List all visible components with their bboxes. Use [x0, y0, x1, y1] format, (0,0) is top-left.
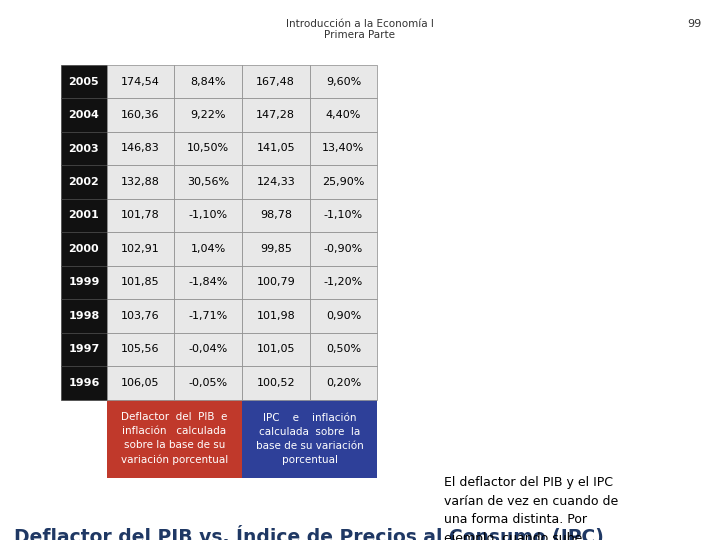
Text: 8,84%: 8,84%	[190, 77, 226, 86]
Text: 4,40%: 4,40%	[325, 110, 361, 120]
Text: 9,22%: 9,22%	[190, 110, 226, 120]
Text: -1,10%: -1,10%	[189, 211, 228, 220]
Text: 105,56: 105,56	[121, 345, 160, 354]
Text: 98,78: 98,78	[260, 211, 292, 220]
Text: 10,50%: 10,50%	[187, 144, 229, 153]
Text: 2001: 2001	[68, 211, 99, 220]
Text: 1,04%: 1,04%	[191, 244, 225, 254]
Text: 101,78: 101,78	[121, 211, 160, 220]
Text: 2005: 2005	[68, 77, 99, 86]
Text: -1,84%: -1,84%	[189, 278, 228, 287]
Text: 30,56%: 30,56%	[187, 177, 229, 187]
Text: 2004: 2004	[68, 110, 99, 120]
Text: 0,90%: 0,90%	[326, 311, 361, 321]
Text: 2000: 2000	[68, 244, 99, 254]
Text: 101,98: 101,98	[256, 311, 295, 321]
Text: -1,10%: -1,10%	[324, 211, 363, 220]
Text: 2003: 2003	[68, 144, 99, 153]
Text: 0,50%: 0,50%	[326, 345, 361, 354]
Text: Deflactor del PIB vs. Índice de Precios al Consumo (IPC): Deflactor del PIB vs. Índice de Precios …	[14, 526, 604, 540]
Text: 106,05: 106,05	[121, 378, 160, 388]
Text: 102,91: 102,91	[121, 244, 160, 254]
Text: 100,52: 100,52	[256, 378, 295, 388]
Text: 13,40%: 13,40%	[323, 144, 364, 153]
Text: 147,28: 147,28	[256, 110, 295, 120]
Text: 160,36: 160,36	[121, 110, 160, 120]
Text: IPC    e    inflación
calculada  sobre  la
base de su variación
porcentual: IPC e inflación calculada sobre la base …	[256, 413, 364, 465]
Text: 103,76: 103,76	[121, 311, 160, 321]
Text: 1999: 1999	[68, 278, 99, 287]
Text: 167,48: 167,48	[256, 77, 295, 86]
Text: 1997: 1997	[68, 345, 99, 354]
Text: -0,05%: -0,05%	[189, 378, 228, 388]
Text: -0,90%: -0,90%	[324, 244, 363, 254]
Text: 141,05: 141,05	[256, 144, 295, 153]
Text: 2002: 2002	[68, 177, 99, 187]
Text: 174,54: 174,54	[121, 77, 160, 86]
Text: Introducción a la Economía I
Primera Parte: Introducción a la Economía I Primera Par…	[286, 19, 434, 40]
Text: 99: 99	[688, 19, 702, 29]
Text: 9,60%: 9,60%	[326, 77, 361, 86]
Text: 99,85: 99,85	[260, 244, 292, 254]
Text: -1,71%: -1,71%	[189, 311, 228, 321]
Text: 100,79: 100,79	[256, 278, 295, 287]
Text: 0,20%: 0,20%	[326, 378, 361, 388]
Text: -0,04%: -0,04%	[189, 345, 228, 354]
Text: -1,20%: -1,20%	[324, 278, 363, 287]
Text: 132,88: 132,88	[121, 177, 160, 187]
Text: 25,90%: 25,90%	[323, 177, 364, 187]
Text: 101,05: 101,05	[256, 345, 295, 354]
Text: 1996: 1996	[68, 378, 99, 388]
Text: 1998: 1998	[68, 311, 99, 321]
Text: 101,85: 101,85	[121, 278, 160, 287]
Text: Deflactor  del  PIB  e
inflación   calculada
sobre la base de su
variación porce: Deflactor del PIB e inflación calculada …	[121, 413, 228, 465]
Text: El deflactor del PIB y el IPC
varían de vez en cuando de
una forma distinta. Por: El deflactor del PIB y el IPC varían de …	[444, 476, 618, 540]
Text: 146,83: 146,83	[121, 144, 160, 153]
Text: 124,33: 124,33	[256, 177, 295, 187]
